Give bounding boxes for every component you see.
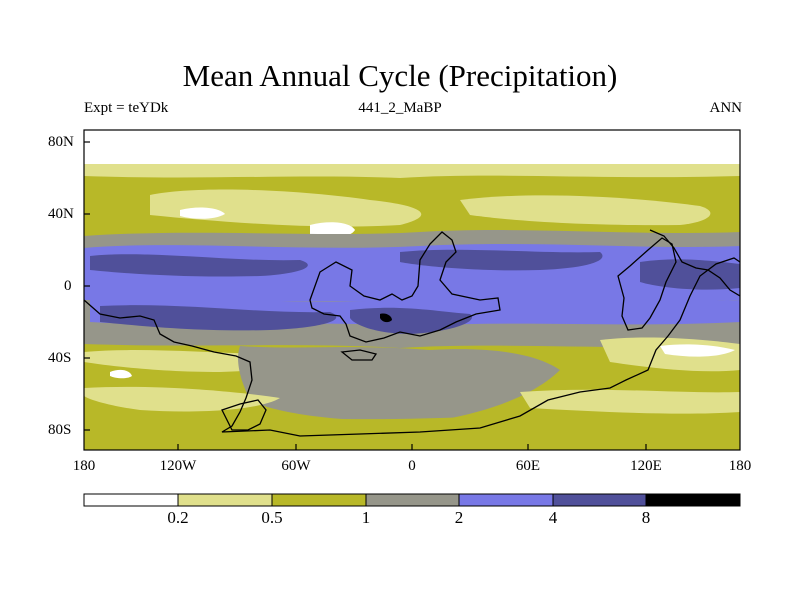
core-dark-3 xyxy=(640,259,740,290)
experiment-label: Expt = teYDk xyxy=(84,100,169,116)
colorbar-label-0-5: 0.5 xyxy=(261,508,283,527)
continent-outline-3 xyxy=(617,237,677,331)
lon-label-60e: 60E xyxy=(515,458,541,474)
colorbar-box-4 xyxy=(365,493,460,507)
colorbar-label-8: 8 xyxy=(641,508,651,527)
core-dark-2 xyxy=(400,249,603,271)
patch-white-1 xyxy=(310,222,355,238)
map-ticks xyxy=(84,141,647,450)
lat-label-80n: 80N xyxy=(48,134,74,150)
colorbar-box-1 xyxy=(83,493,179,507)
lon-label-120w: 120W xyxy=(159,458,197,474)
lat-label-40s: 40S xyxy=(48,350,72,366)
lon-label-180e: 180 xyxy=(728,458,752,474)
map-title: Mean Annual Cycle (Precipitation) xyxy=(182,58,618,93)
colorbar-box-7 xyxy=(645,493,741,507)
patch-white-4 xyxy=(110,369,132,379)
run-label: 441_2_MaBP xyxy=(358,100,442,116)
lat-label-80s: 80S xyxy=(48,422,72,438)
band-north-light xyxy=(84,164,740,178)
colorbar-box-5 xyxy=(458,493,554,507)
patch-north-pacific xyxy=(460,195,711,226)
colorbar-label-4: 4 xyxy=(548,508,558,527)
season-label: ANN xyxy=(709,100,743,116)
patch-south-3 xyxy=(84,386,280,412)
band-south-polar xyxy=(84,416,740,450)
lon-label-0: 0 xyxy=(408,458,416,474)
lat-label-40n: 40N xyxy=(48,206,74,222)
patch-white-2 xyxy=(180,207,225,219)
lon-label-60w: 60W xyxy=(281,458,311,474)
colorbar-box-2 xyxy=(177,493,273,507)
colorbar-box-3 xyxy=(271,493,367,507)
continent-outline-4 xyxy=(649,229,740,297)
lat-label-equator: 0 xyxy=(64,278,72,294)
colorbar-label-2: 2 xyxy=(454,508,464,527)
patch-white-3 xyxy=(660,344,735,357)
continent-outline-6 xyxy=(340,349,378,361)
core-black xyxy=(380,313,392,323)
continent-outline-1 xyxy=(309,231,501,343)
lon-label-120e: 120E xyxy=(630,458,662,474)
core-dark-4 xyxy=(100,305,337,331)
core-dark-1 xyxy=(90,254,308,277)
patch-south-4 xyxy=(520,389,740,414)
continent-outline-2 xyxy=(84,257,740,437)
lon-label-180w: 180 xyxy=(72,458,96,474)
continent-outline-5 xyxy=(221,399,267,431)
patch-north-atlantic xyxy=(150,189,422,227)
band-north-polar xyxy=(84,130,740,164)
colorbar-label-0-2: 0.2 xyxy=(167,508,189,527)
band-grey-southern xyxy=(238,346,560,422)
colorbar-box-6 xyxy=(552,493,647,507)
colorbar-label-1: 1 xyxy=(361,508,371,527)
